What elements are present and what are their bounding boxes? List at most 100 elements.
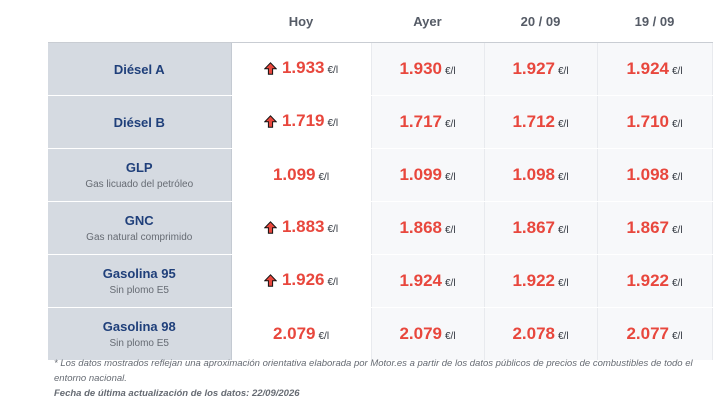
fuel-price-table-container: Hoy Ayer 20 / 09 19 / 09 Diésel A 1.933 €/… bbox=[48, 0, 713, 360]
price-value: 1.930 bbox=[399, 59, 442, 78]
price-cell-d1: 1.710 €/l bbox=[597, 95, 713, 149]
fuel-type-cell: GLP Gas licuado del petróleo bbox=[48, 148, 232, 202]
price-unit: €/l bbox=[557, 172, 569, 183]
price-unit: €/l bbox=[444, 119, 456, 130]
fuel-name: GNC bbox=[124, 213, 154, 228]
price-cell-d1: 1.922 €/l bbox=[597, 254, 713, 308]
price-value: 2.079 bbox=[272, 324, 316, 343]
header-fuel bbox=[48, 0, 231, 43]
price-value: 1.926 bbox=[281, 270, 325, 289]
price-unit: €/l bbox=[444, 66, 456, 77]
price-cell-ayer: 1.924 €/l bbox=[371, 254, 485, 308]
fuel-subtitle: Gas licuado del petróleo bbox=[85, 179, 194, 190]
price-cell-d2: 1.922 €/l bbox=[484, 254, 598, 308]
price-value: 1.868 bbox=[399, 218, 442, 237]
fuel-subtitle: Sin plomo E5 bbox=[109, 338, 169, 349]
price-unit: €/l bbox=[444, 278, 456, 289]
price-cell-ayer: 2.079 €/l bbox=[371, 307, 485, 360]
last-updated-note: Fecha de última actualización de los dat… bbox=[54, 388, 300, 399]
table-row: Diésel B 1.719 €/l 1.717 €/l 1.712 €/l 1.710 €/l bbox=[48, 95, 713, 149]
price-cell-hoy: 1.719 €/l bbox=[231, 95, 372, 149]
price-unit: €/l bbox=[671, 119, 683, 130]
price-cell-d1: 2.077 €/l bbox=[597, 307, 713, 360]
price-unit: €/l bbox=[444, 172, 456, 183]
data-disclaimer: * Los datos mostrados reflejan una aprox… bbox=[54, 358, 693, 384]
fuel-subtitle: Gas natural comprimido bbox=[86, 232, 193, 243]
price-unit: €/l bbox=[327, 224, 339, 235]
price-value: 1.883 bbox=[281, 217, 325, 236]
price-unit: €/l bbox=[671, 225, 683, 236]
price-value: 1.098 bbox=[626, 165, 669, 184]
price-value: 1.710 bbox=[626, 112, 669, 131]
price-unit: €/l bbox=[671, 172, 683, 183]
header-date-20-09: 20 / 09 bbox=[484, 0, 597, 43]
fuel-price-table: Hoy Ayer 20 / 09 19 / 09 Diésel A 1.933 €/… bbox=[48, 0, 713, 360]
price-value: 1.867 bbox=[512, 218, 555, 237]
fuel-name: GLP bbox=[125, 160, 153, 175]
price-value: 2.077 bbox=[626, 324, 669, 343]
price-unit: €/l bbox=[327, 65, 339, 76]
price-value: 1.712 bbox=[512, 112, 555, 131]
price-value: 1.927 bbox=[512, 59, 555, 78]
up-arrow-icon bbox=[263, 274, 278, 292]
price-cell-d2: 1.712 €/l bbox=[484, 95, 598, 149]
price-value: 2.078 bbox=[512, 324, 555, 343]
price-value: 1.924 bbox=[626, 59, 669, 78]
price-cell-d1: 1.098 €/l bbox=[597, 148, 713, 202]
price-value: 1.922 bbox=[512, 271, 555, 290]
up-arrow-icon bbox=[263, 62, 278, 80]
price-cell-d1: 1.867 €/l bbox=[597, 201, 713, 255]
price-unit: €/l bbox=[444, 331, 456, 342]
price-value: 1.099 bbox=[272, 165, 316, 184]
price-cell-ayer: 1.717 €/l bbox=[371, 95, 485, 149]
fuel-name: Diésel A bbox=[113, 61, 165, 77]
table-row: GNC Gas natural comprimido 1.883 €/l 1.868 €/… bbox=[48, 201, 713, 255]
price-unit: €/l bbox=[444, 225, 456, 236]
fuel-name: Gasolina 98 bbox=[102, 319, 176, 334]
price-unit: €/l bbox=[327, 277, 339, 288]
price-cell-hoy: 1.933 €/l bbox=[231, 42, 372, 96]
price-value: 1.098 bbox=[512, 165, 555, 184]
price-unit: €/l bbox=[557, 331, 569, 342]
price-value: 1.922 bbox=[626, 271, 669, 290]
up-arrow-icon bbox=[263, 221, 278, 239]
price-cell-d2: 1.927 €/l bbox=[484, 42, 598, 96]
price-cell-d2: 1.098 €/l bbox=[484, 148, 598, 202]
price-value: 1.933 bbox=[281, 58, 325, 77]
price-cell-hoy: 1.883 €/l bbox=[231, 201, 372, 255]
price-cell-ayer: 1.868 €/l bbox=[371, 201, 485, 255]
header-date-19-09: 19 / 09 bbox=[597, 0, 712, 43]
price-unit: €/l bbox=[557, 225, 569, 236]
header-hoy: Hoy bbox=[231, 0, 371, 43]
table-row: Gasolina 95 Sin plomo E5 1.926 €/l 1.924 €/l 1… bbox=[48, 254, 713, 308]
price-value: 1.099 bbox=[399, 165, 442, 184]
price-value: 1.717 bbox=[399, 112, 442, 131]
fuel-type-cell: Diésel B bbox=[48, 95, 232, 149]
price-value: 1.924 bbox=[399, 271, 442, 290]
price-unit: €/l bbox=[557, 278, 569, 289]
price-unit: €/l bbox=[671, 331, 683, 342]
up-arrow-icon bbox=[263, 115, 278, 133]
price-value: 2.079 bbox=[399, 324, 442, 343]
fuel-type-cell: Gasolina 95 Sin plomo E5 bbox=[48, 254, 232, 308]
price-cell-d2: 2.078 €/l bbox=[484, 307, 598, 360]
price-value: 1.867 bbox=[626, 218, 669, 237]
fuel-type-cell: Gasolina 98 Sin plomo E5 bbox=[48, 307, 232, 360]
price-cell-hoy: 2.079 €/l bbox=[231, 307, 372, 360]
price-unit: €/l bbox=[671, 278, 683, 289]
price-unit: €/l bbox=[557, 119, 569, 130]
fuel-name: Diésel B bbox=[113, 114, 165, 130]
fuel-subtitle: Sin plomo E5 bbox=[109, 285, 169, 296]
price-unit: €/l bbox=[318, 172, 330, 183]
price-cell-d2: 1.867 €/l bbox=[484, 201, 598, 255]
price-cell-ayer: 1.930 €/l bbox=[371, 42, 485, 96]
table-row: GLP Gas licuado del petróleo 1.099 €/l 1.099… bbox=[48, 148, 713, 202]
price-unit: €/l bbox=[318, 331, 330, 342]
table-row: Diésel A 1.933 €/l 1.930 €/l 1.927 €/l 1.924 €/l bbox=[48, 42, 713, 96]
table-header-row: Hoy Ayer 20 / 09 19 / 09 bbox=[48, 0, 712, 43]
table-row: Gasolina 98 Sin plomo E5 2.079 €/l 2.079 €/l 2… bbox=[48, 307, 713, 360]
fuel-type-cell: Diésel A bbox=[48, 42, 232, 96]
price-value: 1.719 bbox=[281, 111, 325, 130]
price-cell-hoy: 1.926 €/l bbox=[231, 254, 372, 308]
fuel-name: Gasolina 95 bbox=[102, 266, 176, 281]
